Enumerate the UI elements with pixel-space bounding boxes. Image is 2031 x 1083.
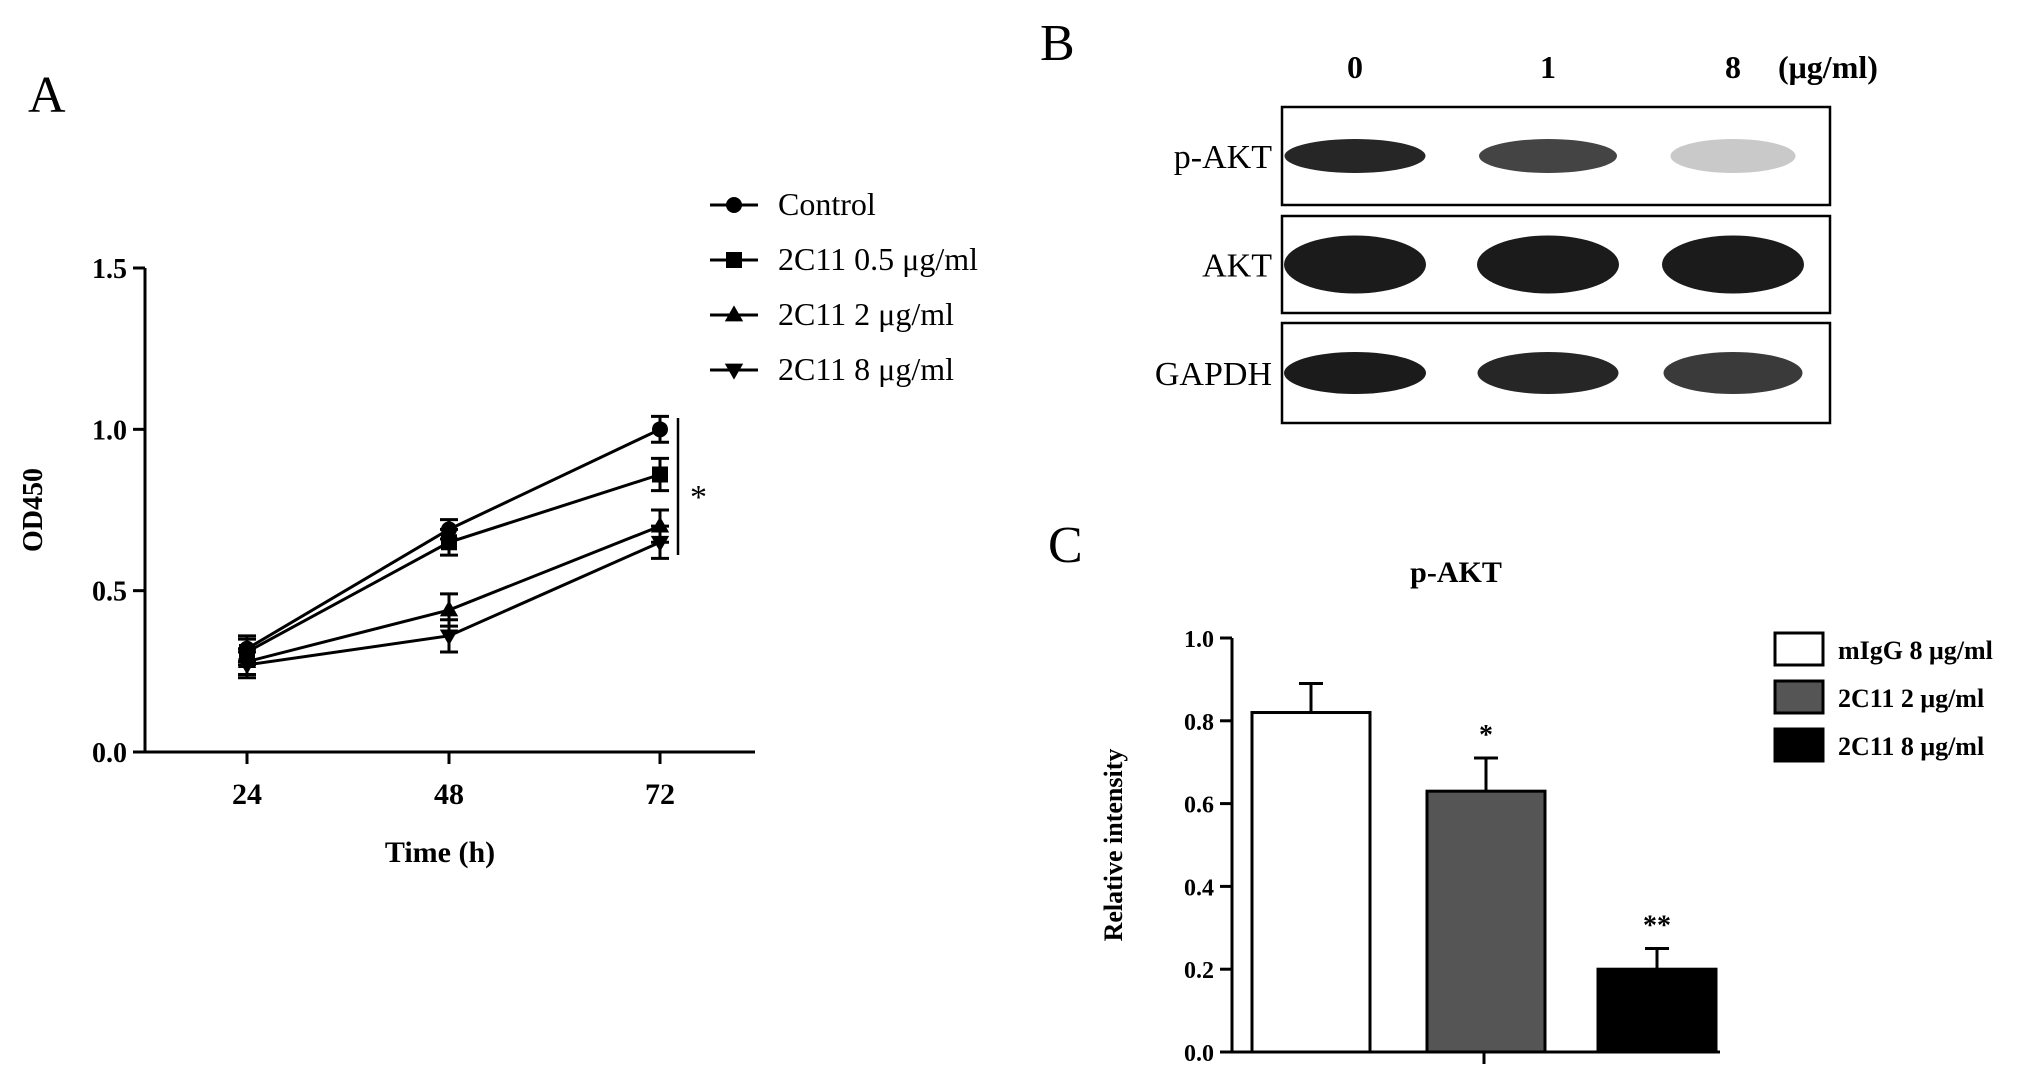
- x-axis-label: Time (h): [385, 836, 495, 869]
- legend-label: 2C11 2 μg/ml: [1838, 684, 1984, 713]
- western-blot: 0 1 8 (μg/ml) p-AKT AKT GAPDH: [1155, 49, 1878, 425]
- dose-1: 1: [1540, 49, 1556, 85]
- blot-band: [1284, 235, 1426, 294]
- blot-band: [1284, 139, 1426, 173]
- y-tick-label: 0.0: [92, 738, 127, 769]
- legend-label: 2C11 2 μg/ml: [778, 296, 954, 332]
- bars: ***: [1250, 682, 1718, 1054]
- data-point: [439, 629, 459, 646]
- data-point: [650, 516, 670, 533]
- legend-marker: [724, 305, 744, 322]
- legend-label: Control: [778, 186, 876, 222]
- y-tick-label: 1.0: [1184, 627, 1214, 653]
- legend-label: 2C11 8 μg/ml: [1838, 732, 1984, 761]
- blot-band: [1663, 352, 1803, 394]
- legend-swatch: [1773, 631, 1825, 667]
- y-tick-label: 1.5: [92, 254, 127, 285]
- legend-marker: [726, 252, 742, 268]
- y-ticks: 0.0 0.5 1.0 1.5: [92, 254, 145, 769]
- blot-band: [1477, 235, 1619, 294]
- significance-label: *: [1479, 720, 1493, 751]
- legend: mIgG 8 μg/ml 2C11 2 μg/ml 2C11 8 μg/ml: [1773, 631, 1993, 763]
- legend-label: 2C11 0.5 μg/ml: [778, 241, 978, 277]
- panel-label-a: A: [28, 67, 66, 124]
- legend-marker: [726, 197, 742, 213]
- significance-label: **: [1643, 911, 1671, 942]
- bar: [1425, 789, 1547, 1054]
- legend-label: mIgG 8 μg/ml: [1838, 636, 1993, 665]
- blot-row-label: GAPDH: [1155, 356, 1272, 393]
- bar: [1250, 711, 1372, 1054]
- blot-band: [1284, 352, 1426, 394]
- y-ticks: 0.0 0.2 0.4 0.6 0.8 1.0: [1184, 627, 1232, 1067]
- y-tick-label: 0.6: [1184, 793, 1214, 819]
- blot-band: [1477, 352, 1619, 394]
- data-point: [652, 421, 668, 438]
- panel-label-b: B: [1040, 15, 1075, 72]
- dose-8: 8: [1725, 49, 1741, 85]
- x-ticks: 24 48 72: [232, 752, 675, 811]
- x-tick-label: 72: [645, 778, 675, 811]
- data-point: [441, 534, 457, 551]
- legend-swatch: [1773, 679, 1825, 715]
- blot-band: [1670, 139, 1796, 173]
- x-tick-label: 48: [434, 778, 464, 811]
- significance-star: *: [690, 479, 707, 516]
- data-point: [439, 600, 459, 617]
- dose-unit: (μg/ml): [1778, 49, 1878, 85]
- legend-label: 2C11 8 μg/ml: [778, 351, 954, 387]
- blot-rows: p-AKT AKT GAPDH: [1155, 105, 1832, 425]
- data-point: [237, 658, 257, 675]
- blot-row-label: p-AKT: [1174, 139, 1272, 176]
- y-tick-label: 0.2: [1184, 958, 1214, 984]
- legend-swatch: [1773, 727, 1825, 763]
- x-tick-label: 24: [232, 778, 262, 811]
- data-point: [652, 466, 668, 483]
- y-axis-label: Relative intensity: [1099, 749, 1128, 942]
- y-tick-label: 1.0: [92, 415, 127, 446]
- blot-row-label: AKT: [1202, 248, 1272, 285]
- y-axis-label: OD450: [18, 468, 49, 552]
- line-chart-a: OD450 Time (h) 0.0 0.5 1.0 1.5 24 48 72 * Con…: [18, 186, 978, 869]
- legend-marker: [724, 363, 744, 380]
- panel-label-c: C: [1048, 517, 1083, 574]
- blot-band: [1479, 139, 1617, 173]
- series-lines: [237, 414, 670, 680]
- legend: Control 2C11 0.5 μg/ml 2C11 2 μg/ml 2C11 8 …: [710, 186, 978, 387]
- y-tick-label: 0.0: [1184, 1041, 1214, 1067]
- y-tick-label: 0.5: [92, 577, 127, 608]
- chart-title: p-AKT: [1410, 556, 1502, 589]
- y-tick-label: 0.8: [1184, 710, 1214, 736]
- blot-band: [1662, 235, 1804, 294]
- bar-chart-c: p-AKT Relative intensity 0.0 0.2 0.4 0.6 0.8…: [1099, 556, 1993, 1067]
- data-point: [650, 535, 670, 552]
- y-tick-label: 0.4: [1184, 875, 1214, 901]
- bar: [1596, 967, 1718, 1054]
- dose-0: 0: [1347, 49, 1363, 85]
